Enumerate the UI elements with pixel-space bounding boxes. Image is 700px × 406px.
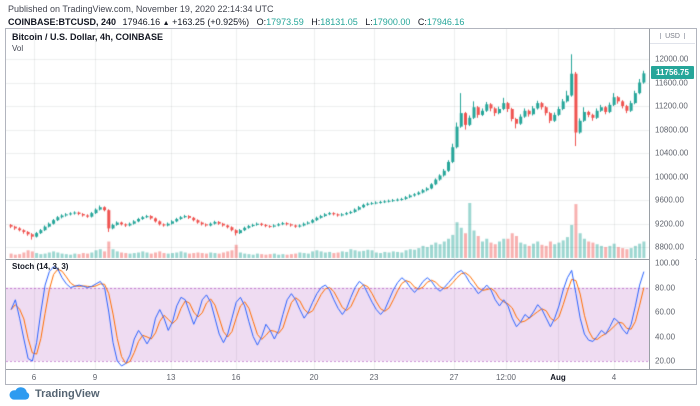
stoch-indicator-label: Stoch (14, 3, 3): [12, 262, 69, 271]
time-tick-label: 9: [92, 373, 98, 382]
high-value: 18131.05: [320, 17, 358, 27]
price-axis[interactable]: USD 12000.00 11600.00 11200.00 10800.00 1040…: [649, 29, 695, 369]
last-price-badge: 11756.75: [651, 66, 694, 80]
time-tick-label: 20: [309, 373, 319, 382]
stoch-tick-label: 100.00: [655, 258, 680, 268]
price-tick-label: 9600.00: [655, 195, 684, 205]
cloud-icon: [9, 387, 30, 400]
price-tick-label: 12000.00: [655, 54, 689, 64]
time-tick-label: Aug: [550, 373, 566, 382]
pane-title: Bitcoin / U.S. Dollar, 4h, COINBASE: [12, 32, 164, 42]
price-tick-label: 11600.00: [655, 78, 688, 88]
price-tick-label: 10000.00: [655, 172, 689, 182]
time-tick-label: 4: [611, 373, 617, 382]
price-change: +163.25 (+0.925%): [172, 17, 250, 27]
chart-plot-area[interactable]: [6, 29, 649, 369]
stoch-tick-label: 80.00: [655, 283, 676, 293]
stoch-tick-label: 20.00: [655, 356, 676, 366]
close-value: 17946.16: [426, 17, 465, 27]
last-price: 17946.16: [122, 17, 161, 27]
stoch-tick-label: 60.00: [655, 307, 676, 317]
time-tick-label: 23: [369, 373, 379, 382]
axis-icon-right: [683, 33, 685, 39]
time-tick-label: 6: [31, 373, 37, 382]
low-value: 17900.00: [372, 17, 411, 27]
time-tick-label: 13: [166, 373, 176, 382]
time-tick-label: 12:00: [495, 373, 517, 382]
price-tick-label: 8800.00: [655, 242, 684, 252]
low-label: L:: [365, 17, 373, 27]
pane-divider[interactable]: [6, 259, 696, 260]
published-line: Published on TradingView.com, November 1…: [8, 4, 274, 14]
volume-indicator-label: Vol: [12, 44, 24, 53]
stoch-tick-label: 40.00: [655, 332, 676, 342]
logo-text: TradingView: [35, 387, 100, 400]
time-axis-line: [6, 369, 696, 370]
symbol-name: COINBASE:BTCUSD, 240: [8, 17, 117, 27]
time-tick-label: 27: [449, 373, 459, 382]
close-label: C:: [417, 17, 427, 27]
price-tick-label: 10800.00: [655, 125, 689, 135]
axis-currency-control[interactable]: USD: [650, 29, 695, 44]
time-axis[interactable]: 6 9 13 16 20 23 27 12:00 Aug 4: [6, 370, 696, 384]
price-tick-label: 10400.00: [655, 148, 689, 158]
high-label: H:: [311, 17, 321, 27]
chart-frame: Bitcoin / U.S. Dollar, 4h, COINBASE Vol …: [5, 28, 697, 385]
symbol-header: COINBASE:BTCUSD, 240 17946.16 ▲ +163.25 …: [8, 17, 464, 27]
time-tick-label: 16: [231, 373, 241, 382]
axis-currency-label: USD: [665, 32, 680, 40]
price-tick-label: 9200.00: [655, 219, 684, 229]
up-arrow-icon: ▲: [162, 20, 170, 27]
price-tick-label: 11200.00: [655, 101, 688, 111]
open-label: O:: [256, 17, 267, 27]
axis-icon-left: [660, 33, 662, 39]
tradingview-logo[interactable]: TradingView: [8, 387, 100, 400]
open-value: 17973.59: [266, 17, 304, 27]
